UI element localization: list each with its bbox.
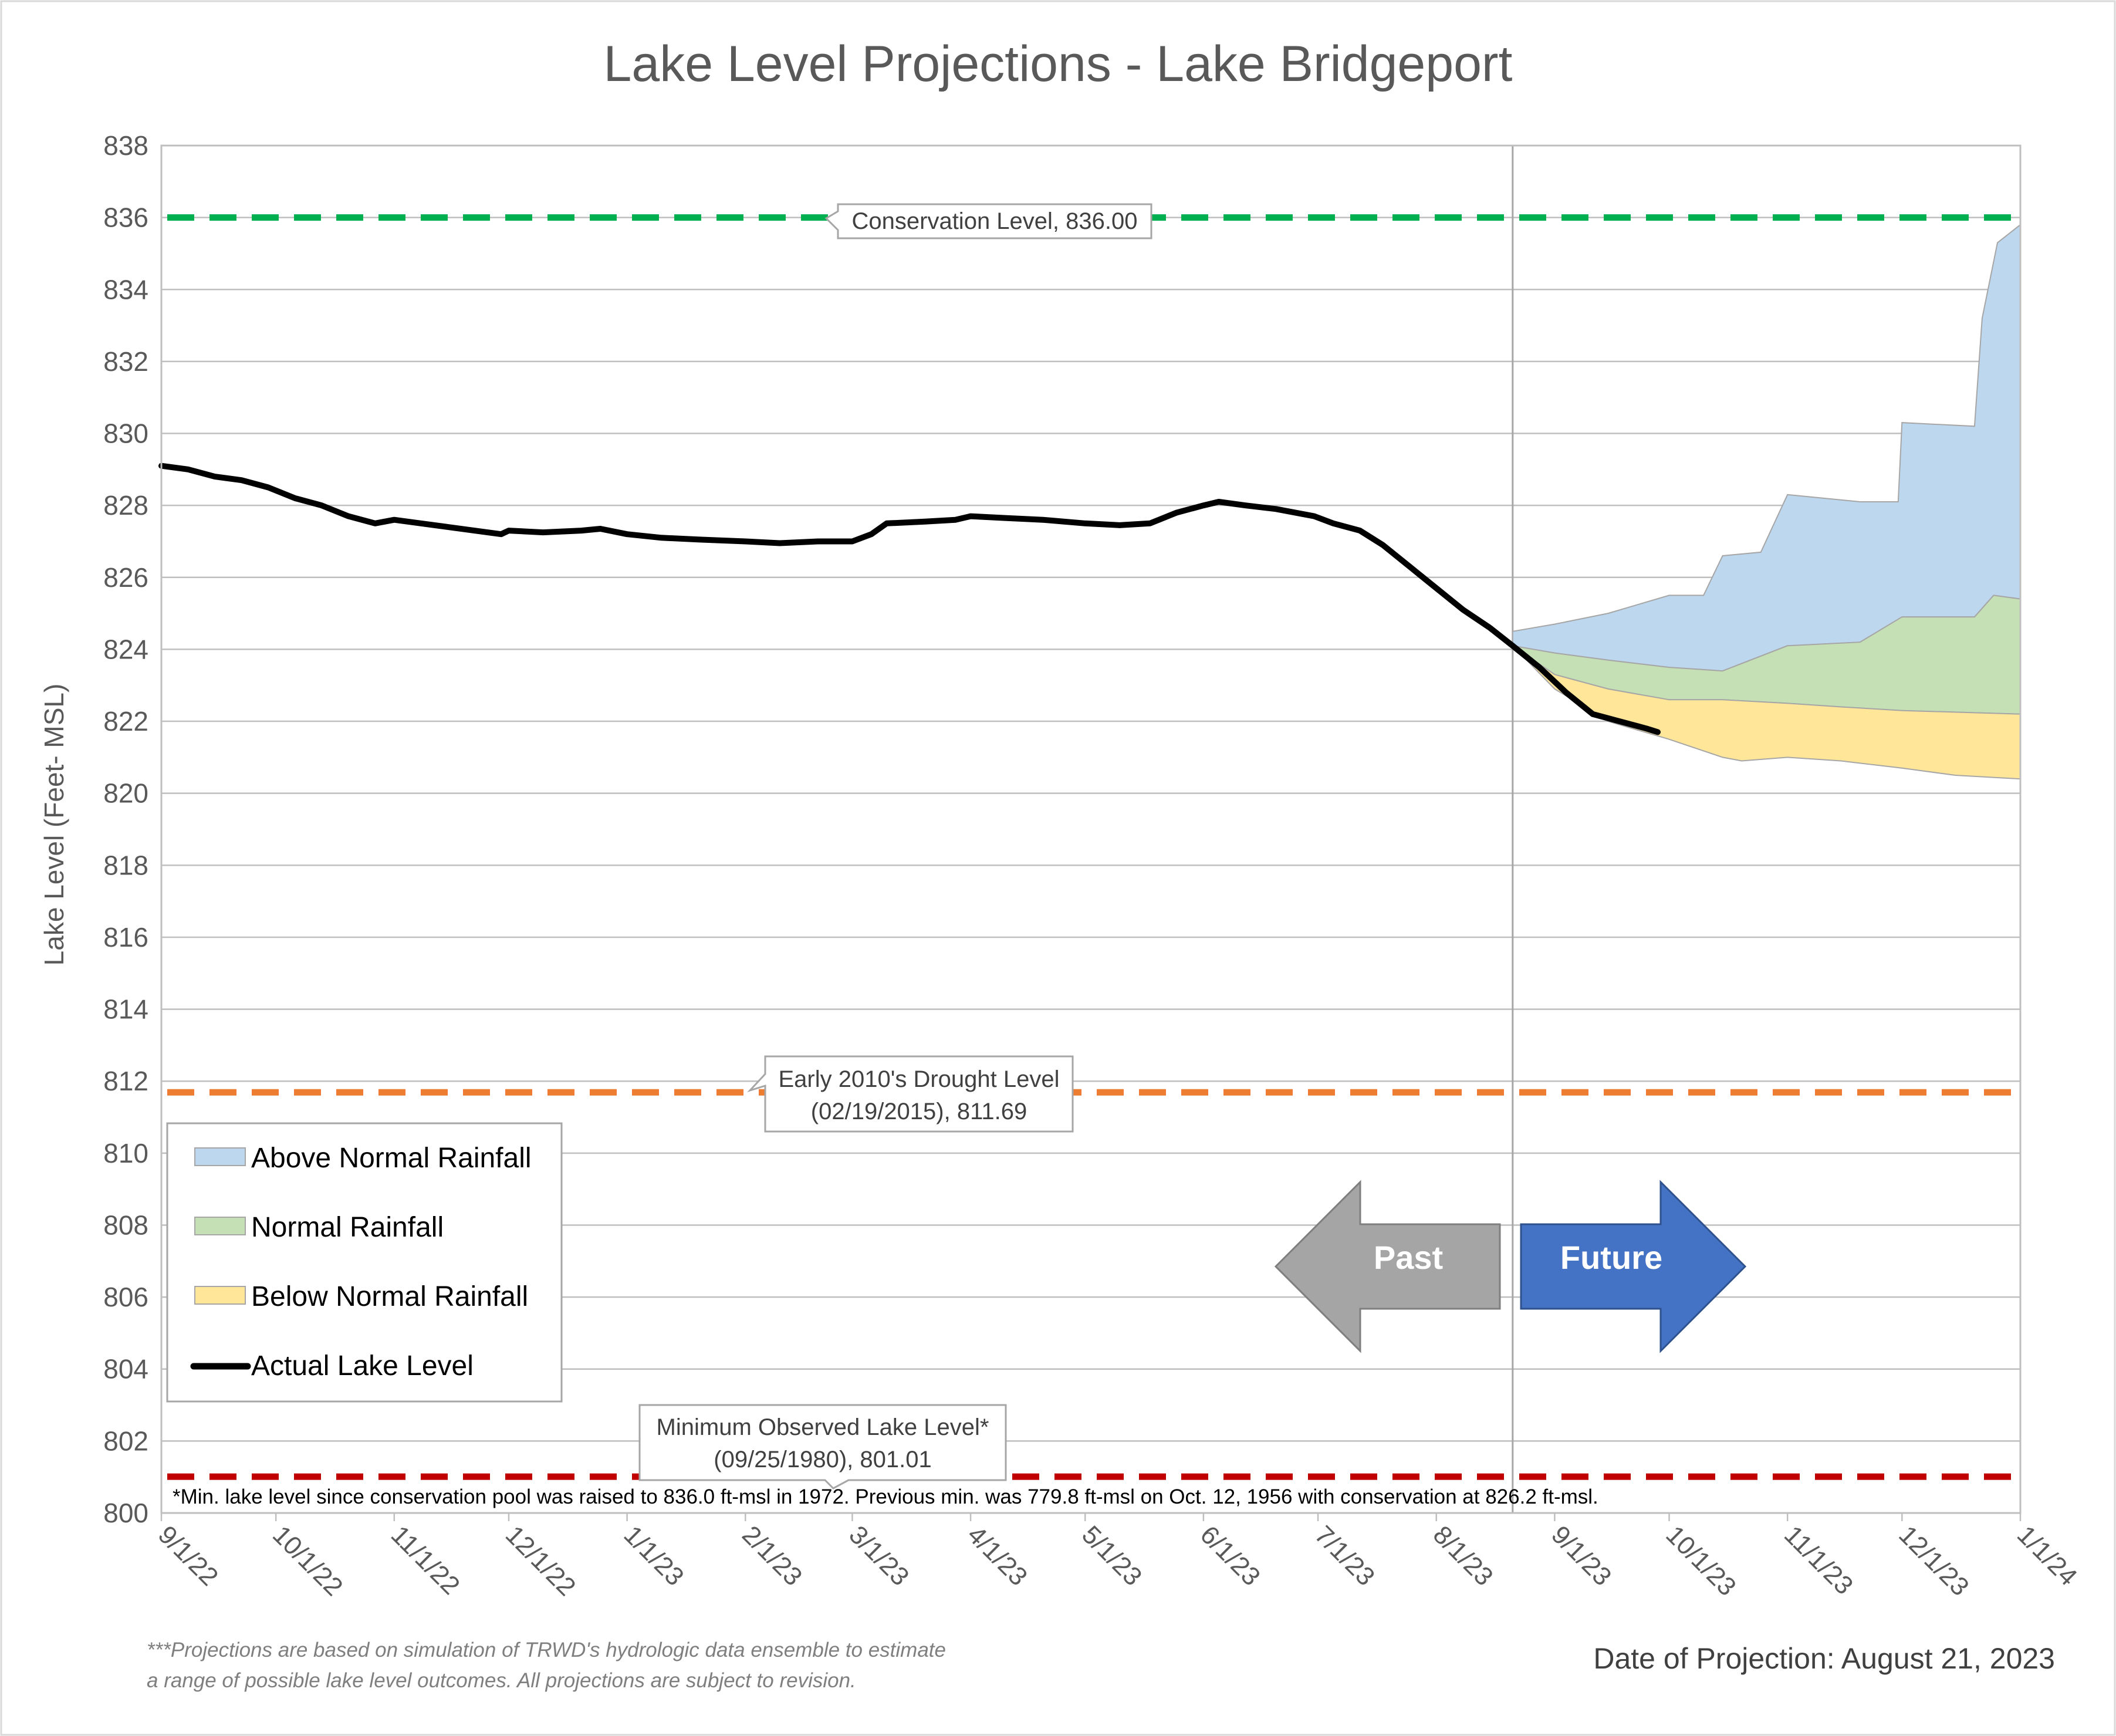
legend-swatch-normal [194, 1217, 246, 1235]
legend-swatch-below [194, 1286, 246, 1305]
footnote: *Min. lake level since conservation pool… [173, 1485, 1598, 1508]
disclaimer-line2: a range of possible lake level outcomes.… [147, 1669, 856, 1692]
y-tick-818: 818 [103, 850, 148, 880]
past-arrow: Past [1274, 1180, 1501, 1353]
y-tick-820: 820 [103, 778, 148, 809]
drought-callout-line1: Early 2010's Drought Level [778, 1066, 1059, 1092]
legend-swatch-above [194, 1147, 246, 1166]
y-tick-808: 808 [103, 1210, 148, 1240]
plot-frame [160, 144, 2022, 1514]
y-tick-834: 834 [103, 274, 148, 305]
y-tick-810: 810 [103, 1138, 148, 1168]
chart-title: Lake Level Projections - Lake Bridgeport [604, 36, 1513, 92]
y-tick-828: 828 [103, 490, 148, 521]
reference-lines [167, 214, 2020, 1480]
legend: Above Normal Rainfall Normal Rainfall Be… [166, 1122, 563, 1403]
past-arrow-label: Past [1374, 1239, 1443, 1276]
y-tick-812: 812 [103, 1066, 148, 1096]
legend-label-above: Above Normal Rainfall [251, 1143, 532, 1174]
future-arrow: Future [1520, 1180, 1747, 1353]
minimum-callout-line1: Minimum Observed Lake Level* [657, 1414, 989, 1440]
y-axis-label: Lake Level (Feet- MSL) [39, 684, 69, 966]
y-tick-832: 832 [103, 346, 148, 377]
y-tick-838: 838 [103, 130, 148, 161]
y-tick-804: 804 [103, 1354, 148, 1384]
past-arrow-shape [1274, 1180, 1501, 1353]
y-tick-824: 824 [103, 634, 148, 664]
minimum-callout: Minimum Observed Lake Level* (09/25/1980… [638, 1404, 1007, 1490]
y-tick-802: 802 [103, 1426, 148, 1456]
conservation-callout: Conservation Level, 836.00 [824, 203, 1152, 239]
y-tick-826: 826 [103, 562, 148, 593]
projection-areas [1512, 223, 2021, 780]
y-tick-814: 814 [103, 994, 148, 1025]
disclaimer-line1: ***Projections are based on simulation o… [147, 1639, 946, 1661]
actual-level-layer [158, 462, 1661, 735]
area-below-normal [1512, 645, 2021, 780]
drought-callout-line2: (02/19/2015), 811.69 [811, 1099, 1027, 1124]
y-tick-labels: 800 802 804 806 808 810 812 814 816 818 820 822 824 8… [103, 130, 148, 1528]
minimum-callout-line2: (09/25/1980), 801.01 [714, 1447, 931, 1472]
future-arrow-shape [1520, 1180, 1747, 1353]
conservation-callout-text: Conservation Level, 836.00 [852, 208, 1138, 234]
y-tick-800: 800 [103, 1498, 148, 1528]
drought-callout: Early 2010's Drought Level (02/19/2015),… [747, 1055, 1074, 1133]
projection-date: Date of Projection: August 21, 2023 [1593, 1642, 2055, 1675]
y-tick-836: 836 [103, 202, 148, 233]
actual-level-line [158, 462, 1661, 735]
legend-label-below: Below Normal Rainfall [251, 1281, 528, 1312]
y-tick-816: 816 [103, 922, 148, 953]
future-arrow-label: Future [1560, 1239, 1662, 1276]
y-tick-822: 822 [103, 706, 148, 737]
legend-label-normal: Normal Rainfall [251, 1212, 444, 1243]
legend-box [166, 1122, 563, 1403]
y-tick-806: 806 [103, 1282, 148, 1312]
y-tick-830: 830 [103, 418, 148, 449]
legend-label-actual: Actual Lake Level [251, 1350, 474, 1382]
